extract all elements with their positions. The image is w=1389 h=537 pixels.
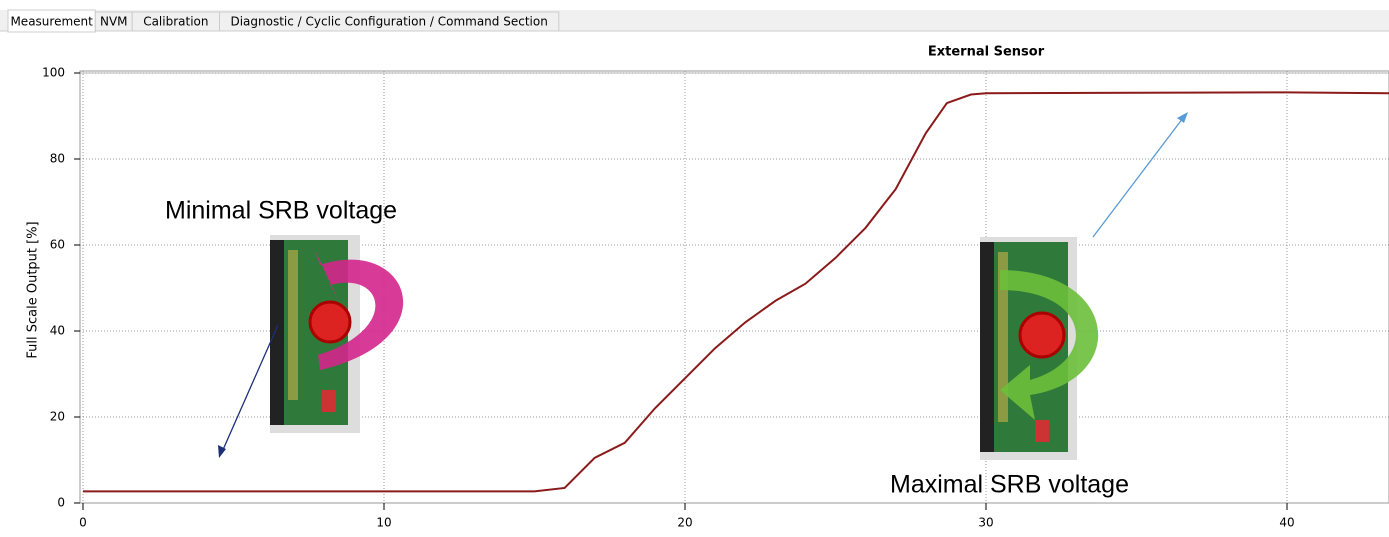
x-tick-label: 30 xyxy=(978,516,993,530)
annotation: Minimal SRB voltage xyxy=(165,197,397,225)
tabs: Measurement NVM Calibration Diagnostic / Cy… xyxy=(7,9,560,33)
y-axis-label: Full Scale Output [%] xyxy=(26,221,41,358)
tab-label[interactable]: Diagnostic / Cyclic Configuration / Comm… xyxy=(230,15,547,29)
data-line xyxy=(83,91,1389,493)
board-image-left xyxy=(270,235,404,433)
y-tick-label: 60 xyxy=(50,238,65,252)
series xyxy=(83,91,1389,493)
y-tick-label: 100 xyxy=(42,66,65,80)
annotation: Maximal SRB voltage xyxy=(890,471,1129,499)
tab-label[interactable]: Measurement xyxy=(10,15,93,29)
chart-title: External Sensor xyxy=(928,45,1045,60)
tab-label[interactable]: Calibration xyxy=(143,15,208,29)
x-tick-label: 40 xyxy=(1279,516,1294,530)
arrow-right xyxy=(1092,112,1188,238)
tab[interactable] xyxy=(219,11,560,32)
tab-label[interactable]: NVM xyxy=(100,15,128,29)
x-tick-label: 20 xyxy=(677,516,692,530)
y-tick-label: 20 xyxy=(50,410,65,424)
board-image-right xyxy=(980,237,1099,460)
y-tick-label: 0 xyxy=(57,496,65,510)
y-tick-label: 80 xyxy=(50,152,65,166)
y-tick-label: 40 xyxy=(50,324,65,338)
x-tick-label: 0 xyxy=(79,516,87,530)
arrow-left xyxy=(218,324,279,458)
x-tick-label: 10 xyxy=(376,516,391,530)
